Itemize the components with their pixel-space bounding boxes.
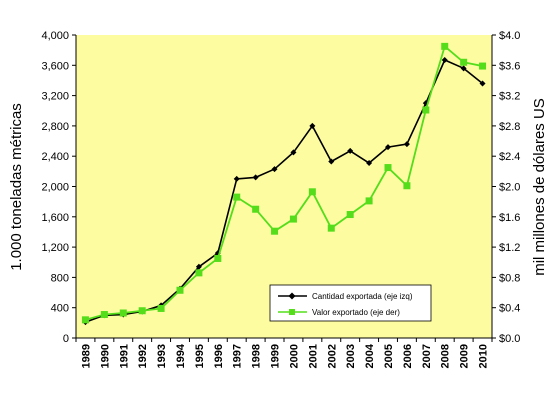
point-cantidad bbox=[290, 149, 297, 156]
point-valor bbox=[119, 309, 127, 317]
point-valor bbox=[479, 62, 487, 70]
left-tick-label: 4,000 bbox=[41, 30, 69, 42]
left-tick-label: 800 bbox=[51, 272, 69, 284]
point-valor bbox=[365, 197, 373, 205]
x-tick-label: 1993 bbox=[156, 344, 168, 368]
right-tick-label: $2.8 bbox=[499, 121, 520, 133]
x-tick-label: 1996 bbox=[213, 344, 225, 368]
point-cantidad bbox=[195, 263, 202, 270]
point-valor bbox=[195, 269, 203, 277]
point-cantidad bbox=[309, 122, 316, 129]
right-axis-ticks: $0.0 $0.4 $0.8 $1.2 $1.6 $2.0 $2.4 $2.8 $3.2 $3.6… bbox=[492, 30, 520, 345]
point-valor bbox=[384, 164, 392, 172]
point-cantidad bbox=[252, 174, 259, 181]
right-tick-label: $0.4 bbox=[499, 303, 520, 315]
point-valor bbox=[138, 307, 146, 315]
series-layer bbox=[81, 42, 487, 326]
x-axis-ticks: 1989 1990 1991 1992 1993 1994 1995 1996 1997 1998… bbox=[75, 338, 493, 368]
x-tick-label: 2003 bbox=[345, 344, 357, 368]
point-valor bbox=[308, 188, 316, 196]
legend-marker-cantidad bbox=[288, 292, 296, 300]
x-tick-label: 1990 bbox=[99, 344, 111, 368]
x-tick-label: 1997 bbox=[232, 344, 244, 368]
point-cantidad bbox=[271, 166, 278, 173]
point-cantidad bbox=[441, 56, 448, 63]
point-cantidad bbox=[403, 141, 410, 148]
point-valor bbox=[81, 316, 89, 324]
left-tick-label: 1,200 bbox=[41, 242, 69, 254]
right-tick-label: $0.0 bbox=[499, 333, 520, 345]
point-valor bbox=[233, 193, 241, 201]
x-tick-label: 1991 bbox=[118, 344, 130, 368]
point-valor bbox=[346, 211, 354, 219]
x-tick-label: 2009 bbox=[459, 344, 471, 368]
legend-label-cantidad: Cantidad exportada (eje izq) bbox=[312, 292, 413, 301]
point-valor bbox=[327, 224, 335, 232]
series-line-valor bbox=[85, 45, 483, 321]
point-valor bbox=[176, 286, 184, 294]
point-valor bbox=[271, 227, 279, 235]
left-tick-label: 2,800 bbox=[41, 121, 69, 133]
left-axis-ticks: 0 400 800 1,200 1,600 2,000 2,400 2,800 3,200 3,6… bbox=[41, 30, 76, 345]
left-tick-label: 1,600 bbox=[41, 212, 69, 224]
x-tick-label: 2004 bbox=[364, 343, 376, 368]
x-tick-label: 2008 bbox=[440, 344, 452, 368]
x-tick-label: 1994 bbox=[175, 343, 187, 368]
x-tick-label: 1998 bbox=[251, 344, 263, 368]
legend-label-valor: Valor exportado (eje der) bbox=[312, 308, 400, 317]
left-axis-title: 1.000 toneladas métricas bbox=[8, 103, 25, 271]
right-tick-label: $2.0 bbox=[499, 182, 520, 194]
left-tick-label: 3,200 bbox=[41, 91, 69, 103]
right-tick-label: $3.6 bbox=[499, 60, 520, 72]
right-tick-label: $1.2 bbox=[499, 242, 520, 254]
legend: Cantidad exportada (eje izq) Valor expor… bbox=[269, 284, 432, 322]
point-valor bbox=[252, 205, 260, 213]
left-tick-label: 2,400 bbox=[41, 151, 69, 163]
right-axis-title: mil millones de dólares US bbox=[531, 98, 548, 276]
point-cantidad bbox=[328, 158, 335, 165]
point-valor bbox=[460, 58, 468, 66]
x-tick-label: 2000 bbox=[288, 344, 300, 368]
x-tick-label: 2002 bbox=[326, 344, 338, 368]
point-valor bbox=[422, 106, 430, 114]
point-cantidad bbox=[479, 80, 486, 87]
point-valor bbox=[289, 215, 297, 223]
point-cantidad bbox=[385, 144, 391, 151]
left-tick-label: 3,600 bbox=[41, 60, 69, 72]
legend-marker-valor bbox=[289, 309, 295, 315]
series-line-cantidad bbox=[85, 59, 484, 323]
x-tick-label: 2006 bbox=[402, 344, 414, 368]
x-tick-label: 2010 bbox=[478, 344, 490, 368]
point-valor bbox=[157, 304, 165, 312]
point-cantidad bbox=[366, 160, 373, 167]
x-tick-label: 2007 bbox=[421, 344, 433, 368]
point-valor bbox=[403, 182, 411, 190]
x-tick-label: 1995 bbox=[194, 344, 206, 368]
right-tick-label: $1.6 bbox=[499, 212, 520, 224]
right-tick-label: $3.2 bbox=[499, 91, 520, 103]
right-tick-label: $4.0 bbox=[499, 30, 520, 42]
x-tick-label: 1999 bbox=[270, 344, 282, 368]
right-tick-label: $2.4 bbox=[499, 151, 520, 163]
legend-box bbox=[269, 284, 432, 322]
point-valor bbox=[100, 311, 108, 319]
point-valor bbox=[441, 42, 449, 50]
left-tick-label: 2,000 bbox=[41, 182, 69, 194]
right-tick-label: $0.8 bbox=[499, 272, 520, 284]
x-tick-label: 1989 bbox=[80, 344, 92, 368]
point-cantidad bbox=[233, 175, 240, 182]
x-tick-label: 2005 bbox=[383, 344, 395, 368]
x-tick-label: 2001 bbox=[307, 344, 319, 368]
point-cantidad bbox=[347, 147, 354, 154]
point-valor bbox=[214, 254, 222, 262]
left-tick-label: 400 bbox=[51, 303, 69, 315]
left-tick-label: 0 bbox=[63, 333, 69, 345]
point-cantidad bbox=[460, 65, 467, 72]
x-tick-label: 1992 bbox=[137, 344, 149, 368]
